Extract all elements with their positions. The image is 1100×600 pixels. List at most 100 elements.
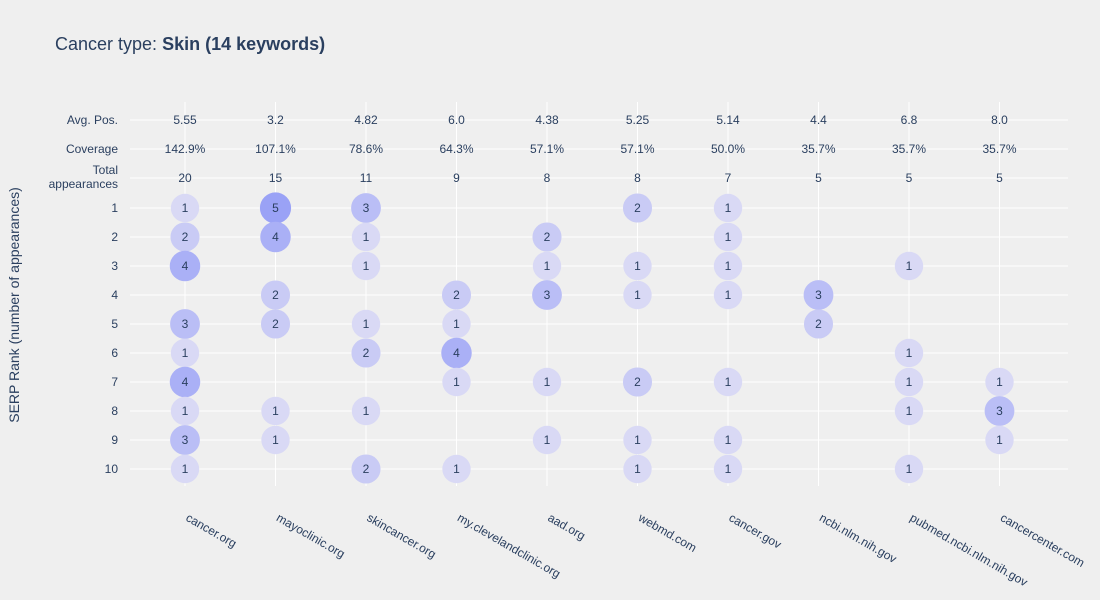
bubble-value-label: 1: [453, 317, 460, 331]
summary-value-avg-pos-webmd-com: 5.25: [626, 113, 650, 127]
bubble-value-label: 3: [182, 317, 189, 331]
bubble-circle: [261, 425, 290, 455]
bubble-cancercenter-com-rank-9: 1: [985, 425, 1014, 455]
bubble-mayoclinic-org-rank-9: 1: [261, 425, 290, 455]
bubble-value-label: 1: [272, 433, 279, 447]
bubble-circle: [894, 251, 924, 281]
bubble-value-label: 1: [363, 259, 370, 273]
bubble-value-label: 1: [634, 259, 641, 273]
bubble-webmd-com-rank-3: 1: [623, 251, 652, 281]
bubble-value-label: 1: [906, 375, 913, 389]
y-tick-rank-3: 3: [111, 259, 118, 273]
bubble-value-label: 1: [725, 288, 732, 302]
bubble-cancer-org-rank-2: 2: [170, 222, 200, 252]
bubble-circle: [713, 454, 743, 484]
summary-value-avg-pos-cancercenter-com: 8.0: [991, 113, 1008, 127]
y-tick-rank-5: 5: [111, 317, 118, 331]
bubble-skincancer-org-rank-6: 2: [351, 338, 381, 368]
bubble-circle: [985, 367, 1014, 397]
summary-value-avg-pos-ncbi-nlm-nih-gov: 4.4: [810, 113, 827, 127]
bubble-circle: [170, 454, 200, 484]
bubble-circle: [532, 251, 562, 281]
bubble-value-label: 4: [182, 259, 189, 273]
bubble-skincancer-org-rank-1: 3: [351, 193, 381, 223]
summary-row-label-line: appearances: [49, 177, 118, 191]
bubble-circle: [442, 454, 471, 484]
y-tick-rank-6: 6: [111, 346, 118, 360]
chart-title-bold: Skin (14 keywords): [162, 34, 325, 54]
bubble-cancercenter-com-rank-8: 3: [984, 396, 1015, 426]
bubble-circle: [170, 222, 200, 252]
bubble-mayoclinic-org-rank-8: 1: [261, 396, 290, 426]
bubble-my-clevelandclinic-org-rank-4: 2: [441, 280, 472, 310]
summary-value-total-appearances-pubmed-ncbi-nlm-nih-gov: 5: [906, 171, 913, 185]
bubble-value-label: 1: [544, 259, 551, 273]
bubble-value-label: 1: [182, 404, 189, 418]
bubble-value-label: 1: [634, 433, 641, 447]
bubble-skincancer-org-rank-10: 2: [351, 454, 381, 484]
bubble-pubmed-ncbi-nlm-nih-gov-rank-7: 1: [894, 367, 924, 397]
bubble-value-label: 2: [363, 462, 370, 476]
bubble-value-label: 3: [363, 201, 370, 215]
summary-value-avg-pos-cancer-org: 5.55: [173, 113, 197, 127]
bubble-circle: [622, 367, 653, 397]
bubble-circle: [260, 280, 291, 310]
summary-value-coverage-pubmed-ncbi-nlm-nih-gov: 35.7%: [892, 142, 926, 156]
bubble-circle: [713, 425, 743, 455]
bubble-circle: [713, 222, 743, 252]
bubble-value-label: 4: [453, 346, 460, 360]
bubble-value-label: 5: [272, 201, 279, 215]
summary-value-avg-pos-aad-org: 4.38: [535, 113, 559, 127]
bubble-value-label: 1: [182, 462, 189, 476]
bubble-cancer-gov-rank-2: 1: [713, 222, 743, 252]
bubble-value-label: 1: [363, 317, 370, 331]
summary-value-total-appearances-mayoclinic-org: 15: [269, 171, 283, 185]
bubble-value-label: 2: [815, 317, 822, 331]
summary-row-label-line: Total: [93, 163, 118, 177]
bubble-cancer-org-rank-9: 3: [170, 425, 200, 455]
summary-value-total-appearances-ncbi-nlm-nih-gov: 5: [815, 171, 822, 185]
bubble-cancer-org-rank-5: 3: [170, 309, 200, 339]
bubble-aad-org-rank-2: 2: [532, 222, 562, 252]
bubble-cancer-org-rank-10: 1: [170, 454, 200, 484]
bubble-mayoclinic-org-rank-2: 4: [260, 221, 291, 253]
bubble-circle: [622, 193, 653, 223]
bubble-circle: [170, 193, 200, 223]
bubble-pubmed-ncbi-nlm-nih-gov-rank-6: 1: [894, 338, 924, 368]
bubble-layer: 1 2 4 3 1 4 1 3 1 5 4 2 2 1 1 3 1 1 1 2 1 2 2 1 4 1 1 2 1 3 1 1 2 1 1 2 1 1 1 1…: [169, 192, 1015, 484]
bubble-webmd-com-rank-7: 2: [622, 367, 653, 397]
bubble-ncbi-nlm-nih-gov-rank-4: 3: [803, 280, 834, 310]
bubble-cancer-gov-rank-7: 1: [713, 367, 743, 397]
bubble-value-label: 2: [182, 230, 189, 244]
summary-value-avg-pos-my-clevelandclinic-org: 6.0: [448, 113, 465, 127]
bubble-circle: [442, 309, 471, 339]
summary-value-avg-pos-skincancer-org: 4.82: [354, 113, 378, 127]
summary-value-total-appearances-webmd-com: 8: [634, 171, 641, 185]
bubble-circle: [713, 193, 743, 223]
bubble-value-label: 4: [272, 230, 279, 244]
bubble-value-label: 3: [182, 433, 189, 447]
bubble-value-label: 4: [182, 375, 189, 389]
bubble-value-label: 2: [544, 230, 551, 244]
bubble-circle: [623, 251, 652, 281]
bubble-webmd-com-rank-9: 1: [623, 425, 652, 455]
bubble-value-label: 1: [996, 433, 1003, 447]
bubble-my-clevelandclinic-org-rank-6: 4: [441, 337, 472, 369]
bubble-circle: [623, 280, 652, 310]
summary-value-coverage-aad-org: 57.1%: [530, 142, 564, 156]
summary-layer: 5.55 3.2 4.82 6.0 4.38 5.25 5.14 4.4 6.8 8.0 142.9…: [165, 113, 1017, 185]
bubble-circle: [894, 367, 924, 397]
bubble-cancer-org-rank-3: 4: [169, 250, 201, 282]
summary-value-total-appearances-cancer-org: 20: [178, 171, 192, 185]
bubble-pubmed-ncbi-nlm-nih-gov-rank-10: 1: [894, 454, 924, 484]
y-tick-rank-4: 4: [111, 288, 118, 302]
bubble-value-label: 3: [996, 404, 1003, 418]
bubble-circle: [169, 250, 201, 282]
bubble-skincancer-org-rank-2: 1: [351, 222, 381, 252]
bubble-circle: [351, 251, 381, 281]
bubble-mayoclinic-org-rank-4: 2: [260, 280, 291, 310]
summary-value-coverage-cancercenter-com: 35.7%: [982, 142, 1016, 156]
bubble-value-label: 1: [725, 375, 732, 389]
bubble-pubmed-ncbi-nlm-nih-gov-rank-3: 1: [894, 251, 924, 281]
